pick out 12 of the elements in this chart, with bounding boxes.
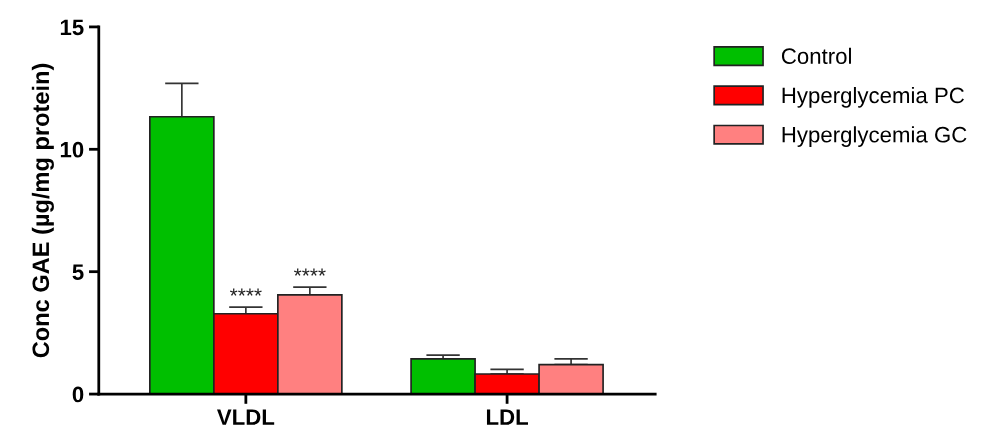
y-axis-title: Conc GAE (µg/mg protein) xyxy=(31,63,54,358)
data-label: **** xyxy=(293,268,326,276)
y-tick-label: 0 xyxy=(72,386,84,403)
legend-label: Control xyxy=(781,47,851,65)
legend-label: Hyperglycemia GC xyxy=(782,126,967,147)
x-tick-label: VLDL xyxy=(217,409,275,425)
y-tick-label: 5 xyxy=(72,264,84,280)
legend-label: Hyperglycemia PC xyxy=(782,86,964,108)
x-tick-label: LDL xyxy=(486,409,528,425)
data-label: **** xyxy=(229,288,262,296)
y-tick-label: 10 xyxy=(60,141,84,158)
y-tick-label: 15 xyxy=(60,19,84,36)
